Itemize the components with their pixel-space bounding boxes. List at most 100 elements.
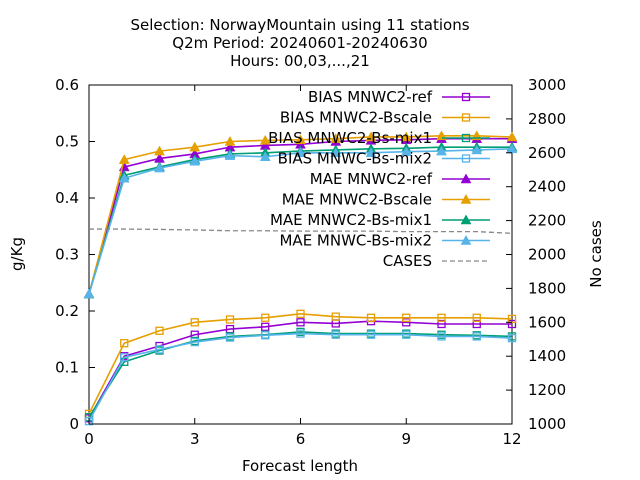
title-line-3: Hours: 00,03,...,21 (230, 52, 370, 70)
data-point (224, 150, 236, 160)
x-tick-label: 9 (401, 430, 411, 448)
data-point (261, 322, 270, 331)
data-point (366, 330, 376, 339)
data-point (506, 131, 518, 142)
x-tick-label: 12 (502, 430, 521, 448)
data-point (225, 315, 235, 324)
data-point (400, 131, 412, 142)
data-point (190, 337, 199, 347)
data-point (507, 319, 517, 329)
legend-label: CASES (383, 252, 432, 270)
legend-entry: MAE MNWC2-Bs-mix1 (270, 211, 490, 229)
data-point (83, 288, 95, 299)
legend-entry: MAE MNWC-Bs-mix2 (279, 232, 490, 250)
data-point (295, 147, 306, 158)
data-point (365, 131, 377, 142)
legend-label: BIAS MNWC2-Bs-mix1 (268, 129, 432, 147)
legend-entry: MAE MNWC2-ref (310, 170, 490, 188)
y2-tick-label: 1400 (528, 347, 566, 365)
legend-entry: CASES (383, 252, 490, 270)
series-line (89, 228, 513, 234)
y-tick-label: 0.5 (55, 133, 79, 151)
data-point (330, 147, 342, 158)
data-point (118, 172, 130, 183)
legend-marker (461, 133, 471, 143)
data-point (155, 326, 164, 335)
data-point (437, 319, 446, 329)
legend-label: MAE MNWC2-Bscale (282, 191, 432, 209)
legend-marker (460, 214, 472, 225)
data-point (190, 318, 199, 327)
data-point (402, 330, 411, 339)
data-point (189, 155, 201, 166)
chart-title: Selection: NorwayMountain using 11 stati… (130, 16, 469, 70)
series-3 (84, 329, 517, 426)
legend-marker (460, 173, 472, 184)
y2-tick-label: 1000 (528, 415, 566, 433)
data-point (472, 319, 481, 329)
legend: BIAS MNWC2-ref BIAS MNWC2-Bscale BIAS MNWC… (268, 88, 490, 270)
y2-tick-label: 2200 (528, 212, 566, 230)
legend-entry: BIAS MNWC2-ref (308, 88, 490, 106)
data-point (330, 133, 342, 143)
legend-marker (461, 113, 471, 122)
legend-marker (460, 234, 472, 245)
data-point (120, 353, 129, 362)
x-axis-label: Forecast length (242, 457, 358, 475)
title-line-1: Selection: NorwayMountain using 11 stati… (130, 16, 469, 34)
legend-entry: MAE MNWC2-Bscale (282, 191, 490, 209)
y-tick-label: 0.3 (55, 246, 79, 264)
axis-ticks: 0 3 6 9 12 0 0.1 0.2 0.3 0.4 0.5 0.6 1000 1200 1400 160… (55, 76, 566, 448)
data-point (472, 313, 481, 322)
data-point (259, 151, 271, 162)
y2-tick-label: 1200 (528, 381, 566, 399)
data-point (84, 417, 94, 426)
data-point (400, 146, 412, 156)
y2-tick-label: 3000 (528, 76, 566, 94)
data-point (296, 329, 305, 338)
data-point (472, 332, 481, 341)
series-line (88, 313, 513, 415)
x-tick-label: 0 (84, 430, 94, 448)
x-tick-label: 3 (190, 430, 200, 448)
data-point (296, 309, 305, 318)
data-point (259, 134, 271, 145)
data-point (402, 318, 411, 327)
data-point (261, 331, 270, 340)
data-point (436, 145, 447, 156)
y-tick-label: 0.1 (55, 359, 79, 377)
y2-tick-label: 1800 (528, 279, 566, 297)
series-group (83, 130, 518, 426)
data-point (402, 313, 411, 322)
series-8 (89, 228, 513, 234)
legend-marker (461, 92, 471, 102)
data-point (331, 312, 340, 321)
data-point (471, 144, 483, 155)
data-point (437, 313, 446, 322)
data-point (224, 135, 236, 146)
x-tick-label: 6 (296, 430, 306, 448)
y2-tick-label: 2400 (528, 178, 566, 196)
legend-label: BIAS MNWC2-Bscale (280, 109, 432, 127)
data-point (366, 313, 376, 322)
legend-label: MAE MNWC2-Bs-mix1 (270, 211, 432, 229)
y2-tick-label: 2600 (528, 144, 566, 162)
legend-marker (460, 193, 472, 204)
data-point (261, 313, 270, 322)
data-point (331, 330, 340, 339)
series-line (88, 331, 513, 418)
y2-tick-label: 1600 (528, 313, 566, 331)
data-point (154, 145, 165, 156)
y-tick-label: 0.2 (55, 302, 79, 320)
data-point (507, 333, 517, 343)
data-point (365, 147, 377, 158)
y-tick-label: 0 (69, 415, 79, 433)
y2-axis-label: No cases (587, 220, 605, 288)
y-axis-label: g/Kg (8, 237, 26, 271)
legend-label: MAE MNWC-Bs-mix2 (279, 232, 432, 250)
y2-tick-label: 2800 (528, 110, 566, 128)
y2-tick-label: 2000 (528, 246, 566, 264)
y-tick-label: 0.6 (55, 76, 79, 94)
series-7 (83, 143, 518, 299)
